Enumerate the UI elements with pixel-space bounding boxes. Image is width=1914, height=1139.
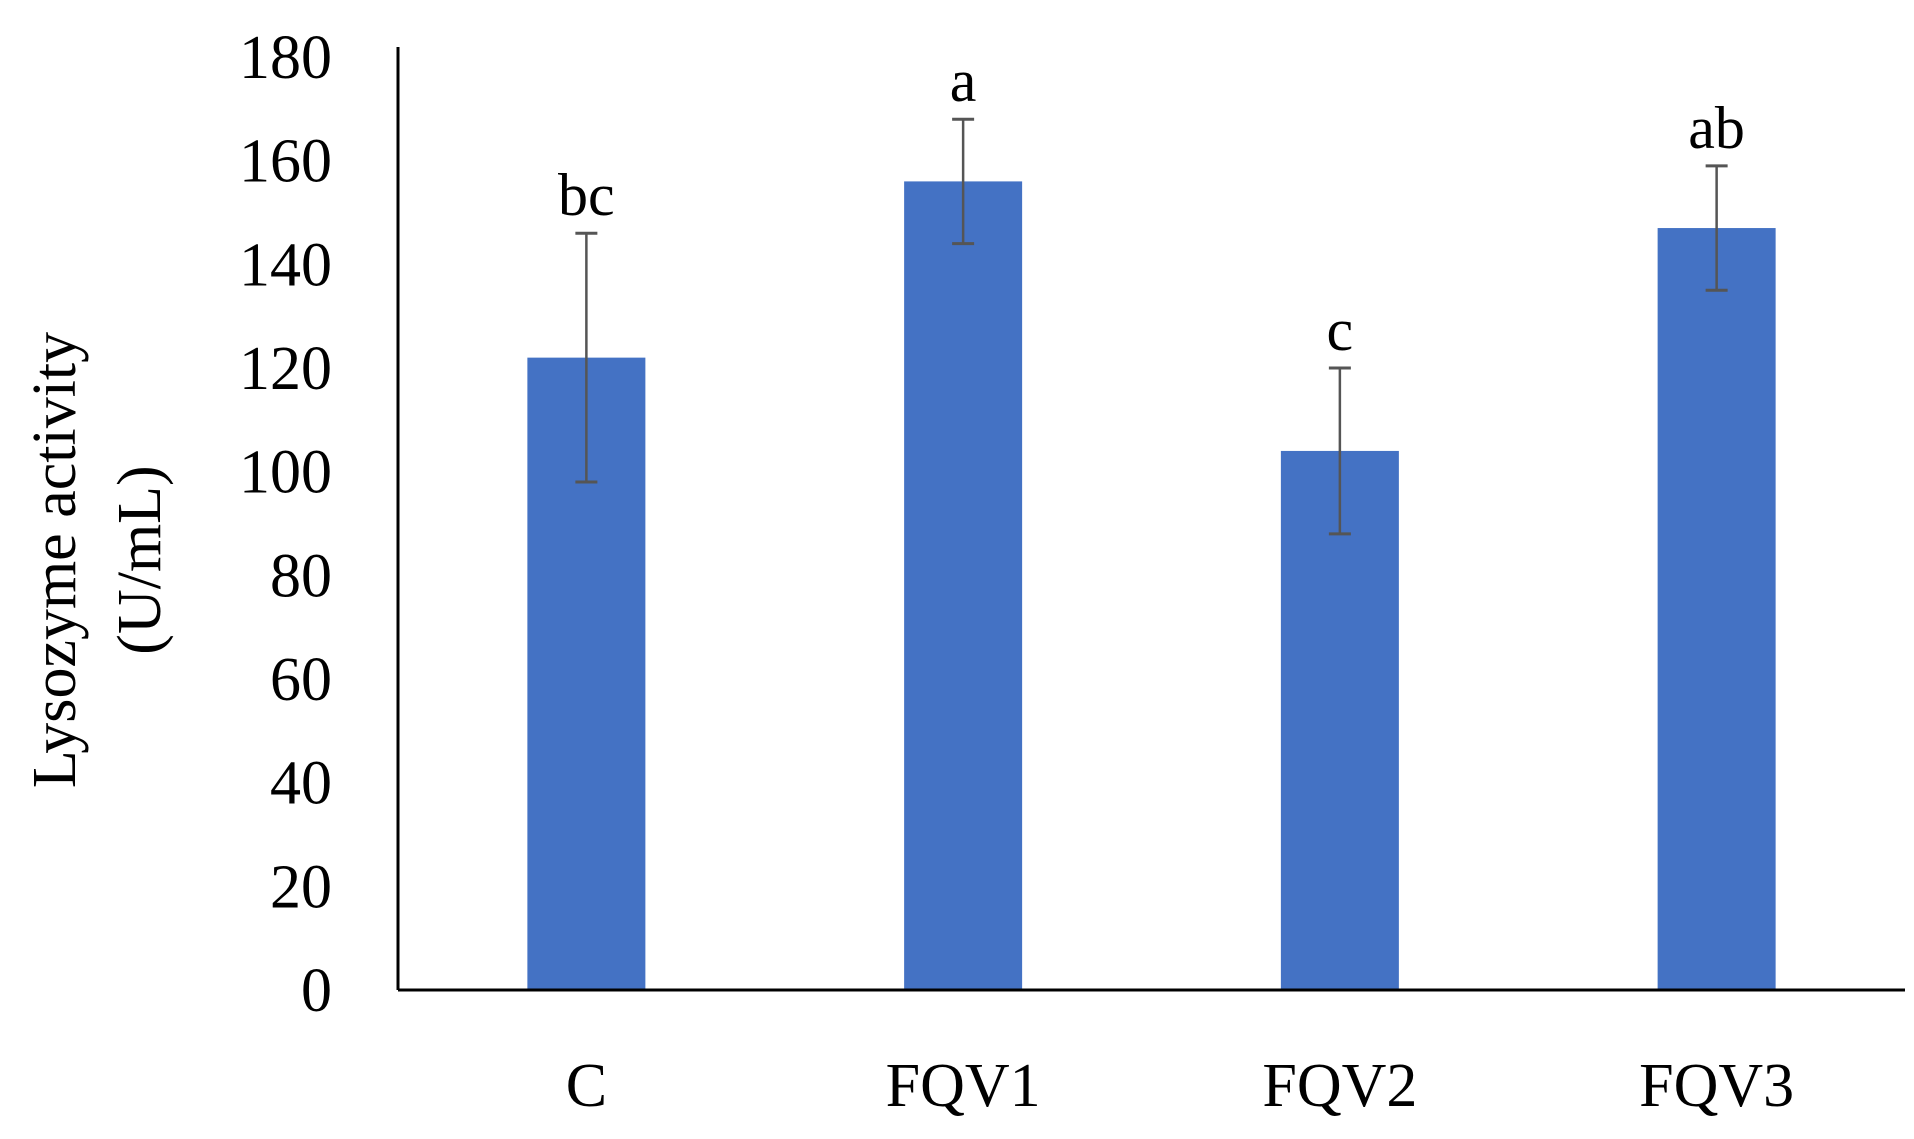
y-tick-label: 120 [239,335,332,403]
y-tick-label: 20 [270,853,332,921]
y-axis-title: Lysozyme activity (U/mL) [21,332,174,788]
y-axis-title-line-2: (U/mL) [106,465,174,654]
y-tick-label: 0 [301,957,332,1025]
y-tick-label: 60 [270,646,332,714]
bar-fqv1 [904,181,1023,990]
error-bar-fqv3 [1705,164,1728,292]
x-tick-label: C [566,1052,607,1120]
significance-labels: bc a c ab [558,48,1745,363]
y-axis-ticks: 0 20 40 60 80 100 120 140 160 180 [239,24,332,1025]
bars [527,181,1776,991]
error-bar-c [575,231,598,484]
significance-label: bc [558,162,615,228]
significance-label: a [950,48,977,114]
x-tick-label: FQV1 [886,1052,1041,1120]
error-bars [575,117,1728,536]
y-axis-title-line-1: Lysozyme activity [21,332,89,788]
y-tick-label: 160 [239,128,332,196]
error-bar-fqv1 [952,117,975,246]
x-axis-labels: C FQV1 FQV2 FQV3 [566,1052,1794,1120]
y-tick-label: 80 [270,542,332,610]
y-tick-label: 100 [239,439,332,507]
x-tick-label: FQV3 [1639,1052,1794,1120]
y-tick-label: 140 [239,231,332,299]
x-tick-label: FQV2 [1262,1052,1417,1120]
significance-label: ab [1688,95,1745,161]
error-bar-fqv2 [1328,366,1351,536]
bar-fqv2 [1280,450,1399,990]
bar-fqv3 [1657,228,1776,991]
significance-label: c [1327,297,1354,363]
y-tick-label: 40 [270,750,332,818]
y-tick-label: 180 [239,24,332,92]
